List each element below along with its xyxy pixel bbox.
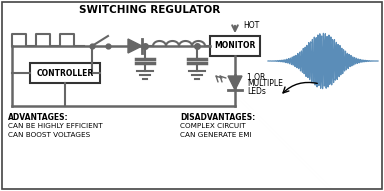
Text: HOT: HOT	[243, 22, 259, 31]
FancyBboxPatch shape	[30, 63, 100, 83]
Text: DISADVANTAGES:: DISADVANTAGES:	[180, 113, 255, 122]
Text: SWITCHING REGULATOR: SWITCHING REGULATOR	[79, 5, 221, 15]
Text: CAN BOOST VOLTAGES: CAN BOOST VOLTAGES	[8, 132, 90, 138]
Text: CAN GENERATE EMI: CAN GENERATE EMI	[180, 132, 252, 138]
Text: CAN BE HIGHLY EFFICIENT: CAN BE HIGHLY EFFICIENT	[8, 123, 103, 129]
Text: MONITOR: MONITOR	[214, 41, 256, 50]
FancyBboxPatch shape	[2, 2, 382, 189]
Text: MULTIPLE: MULTIPLE	[247, 79, 283, 88]
Text: 1 OR: 1 OR	[247, 73, 265, 82]
Polygon shape	[228, 76, 242, 90]
Polygon shape	[128, 39, 142, 53]
Text: ADVANTAGES:: ADVANTAGES:	[8, 113, 69, 122]
FancyBboxPatch shape	[210, 36, 260, 56]
Text: LEDs: LEDs	[247, 87, 266, 96]
Text: COMPLEX CIRCUIT: COMPLEX CIRCUIT	[180, 123, 246, 129]
Text: CONTROLLER: CONTROLLER	[36, 69, 94, 78]
